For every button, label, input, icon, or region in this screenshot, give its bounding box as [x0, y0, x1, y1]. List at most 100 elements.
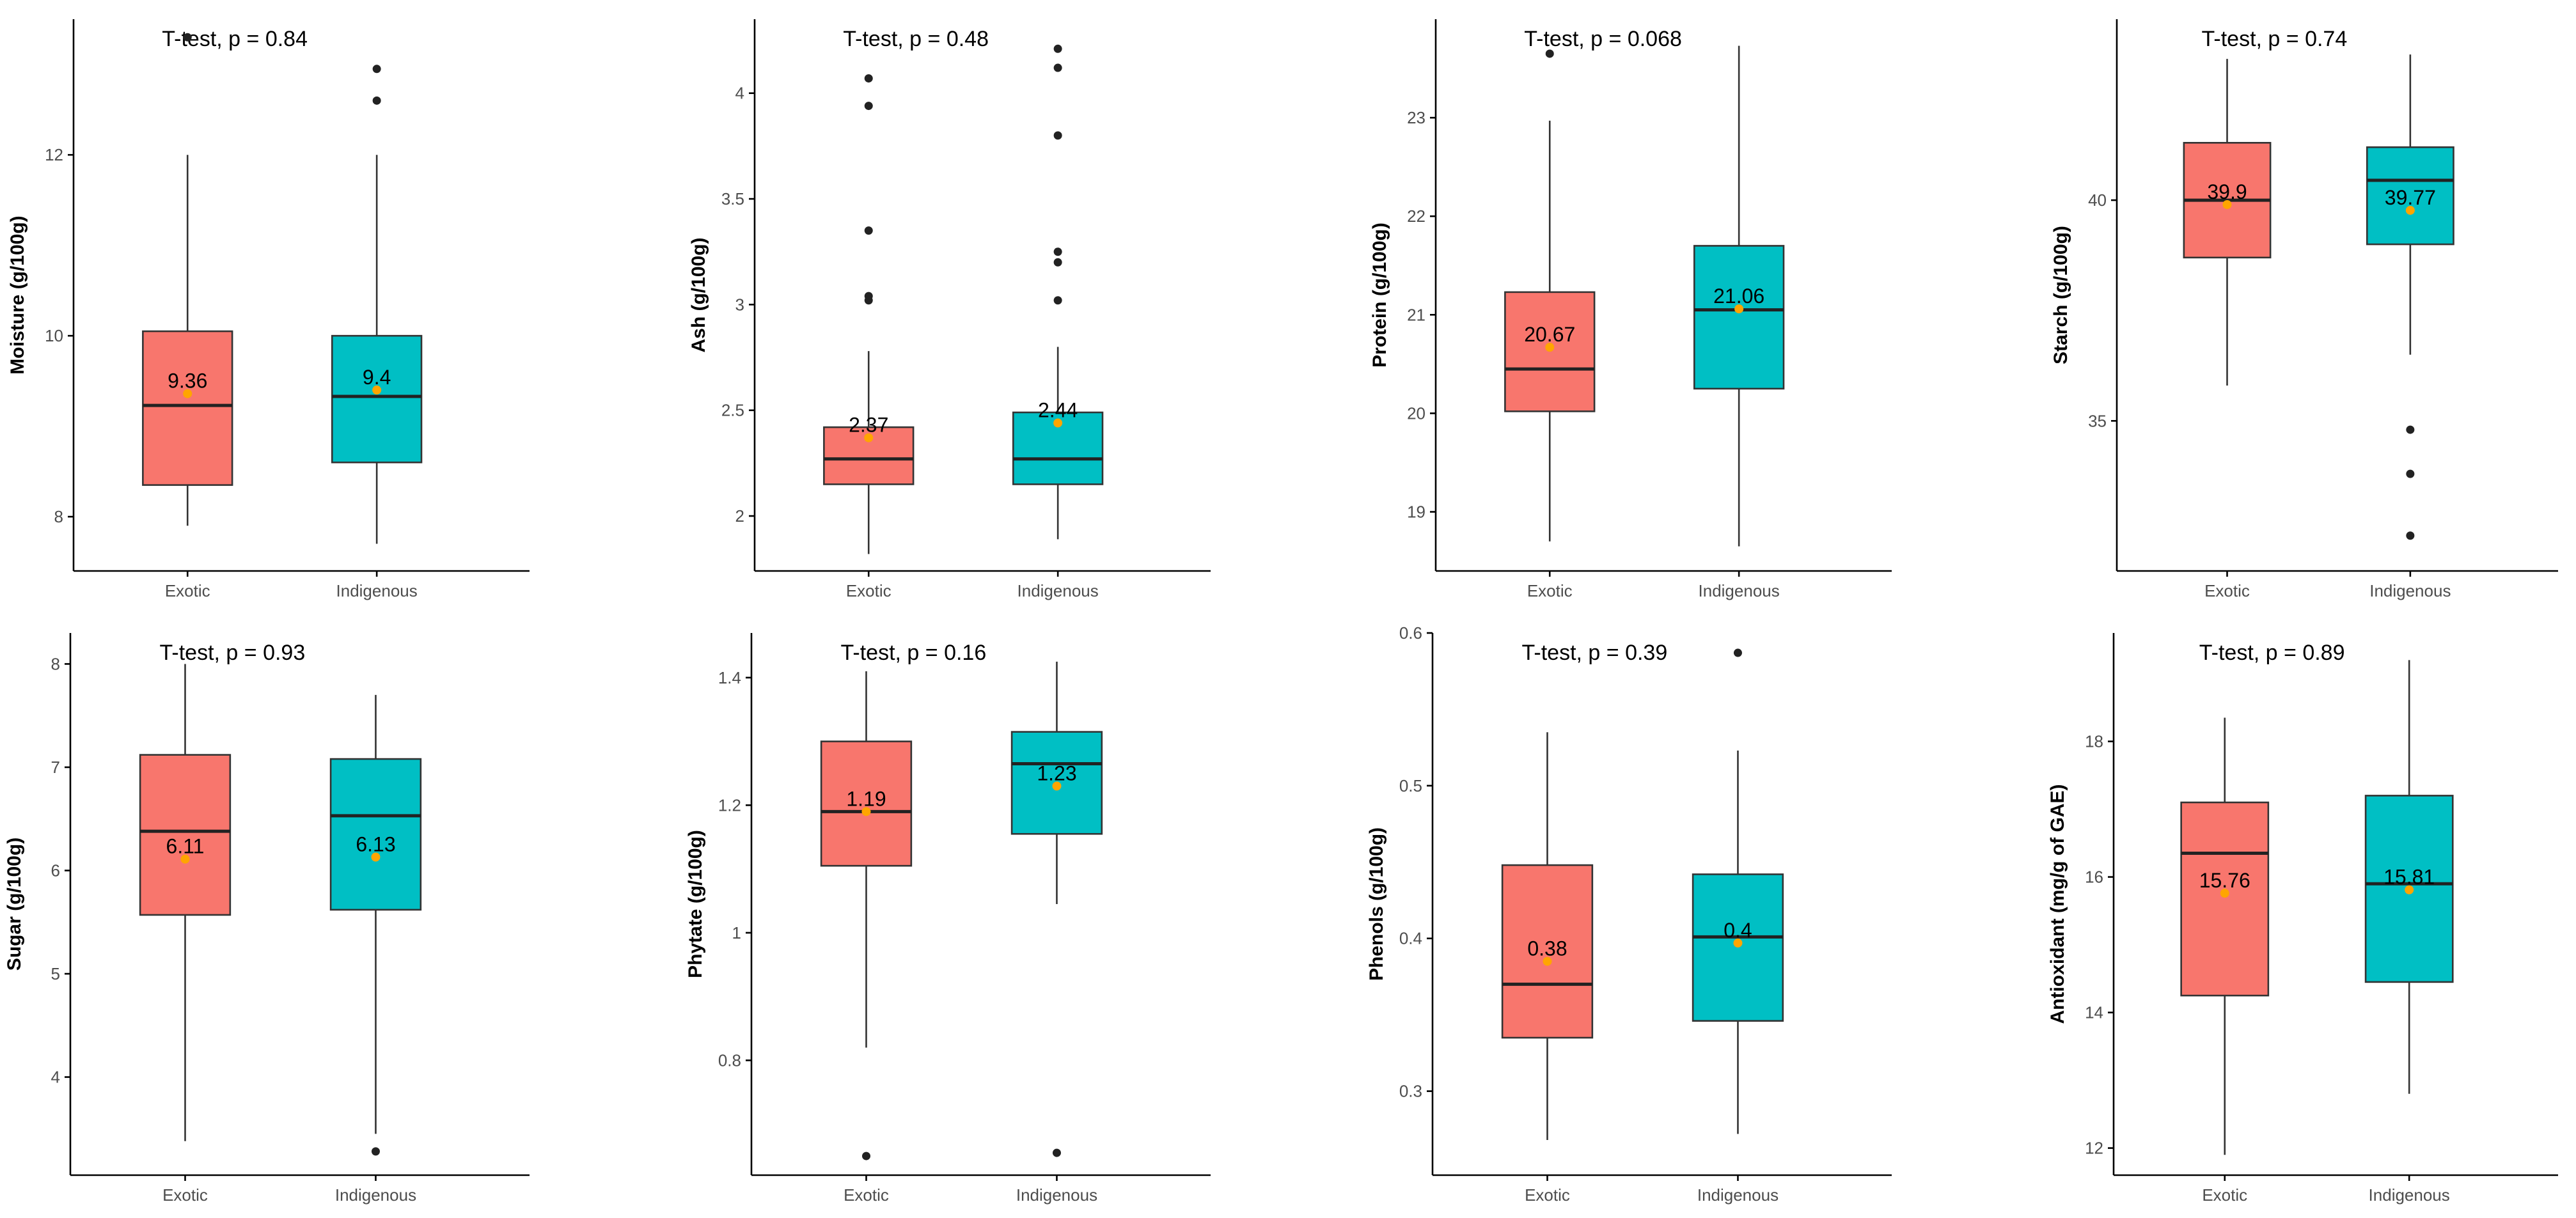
indigenous-outlier-point — [1053, 258, 1062, 267]
y-tick-label: 3 — [735, 295, 744, 314]
indigenous-outlier-point — [371, 1147, 380, 1156]
indigenous-box — [1692, 873, 1784, 1022]
y-tick-label: 7 — [51, 758, 60, 777]
ttest-annotation: T-test, p = 0.16 — [841, 641, 987, 665]
y-tick-label: 5 — [51, 964, 60, 983]
exotic-outlier-point — [864, 102, 873, 111]
exotic-mean-label: 20.67 — [1524, 323, 1575, 346]
ttest-annotation: T-test, p = 0.89 — [2199, 641, 2345, 665]
indigenous-outlier-point — [372, 96, 381, 105]
y-tick-label: 19 — [1407, 503, 1425, 522]
x-tick-label: Indigenous — [335, 1185, 416, 1205]
exotic-box — [139, 754, 232, 916]
indigenous-mean-label: 6.13 — [356, 833, 395, 856]
y-tick-label: 14 — [2085, 1003, 2103, 1022]
indigenous-mean-point — [1734, 304, 1744, 314]
exotic-outlier-point — [864, 226, 873, 235]
exotic-box — [1501, 864, 1594, 1039]
y-tick-label: 6 — [51, 861, 60, 880]
indigenous-outlier-point — [1053, 63, 1062, 72]
x-tick-label: Indigenous — [2369, 581, 2451, 600]
exotic-box — [142, 330, 233, 486]
y-tick-label: 10 — [45, 326, 63, 345]
y-axis-label: Sugar (g/100g) — [4, 838, 25, 971]
panel-phenols: 0.3 0.4 0.5 0.6 Phenols (g/100g) T-test, p = … — [1366, 623, 1892, 1205]
exotic-mean-point — [2222, 199, 2232, 209]
y-tick-label: 40 — [2088, 191, 2107, 210]
y-axis-label: Phenols (g/100g) — [1366, 827, 1387, 981]
panel-starch: 35 40 Starch (g/100g) T-test, p = 0.74 39.9 E… — [2050, 19, 2558, 600]
exotic-mean-point — [864, 433, 874, 442]
y-tick-label: 1 — [732, 923, 741, 942]
indigenous-outlier-point — [1053, 44, 1062, 53]
indigenous-mean-label: 2.44 — [1038, 399, 1078, 422]
y-tick-label: 0.3 — [1399, 1082, 1422, 1101]
y-tick-label: 18 — [2085, 732, 2103, 751]
y-tick-label: 20 — [1407, 403, 1425, 423]
indigenous-mean-point — [372, 386, 382, 395]
indigenous-mean-point — [2405, 205, 2415, 215]
x-tick-label: Indigenous — [1697, 1185, 1779, 1205]
indigenous-outlier-point — [1053, 131, 1062, 140]
indigenous-outlier-point — [1733, 648, 1742, 657]
indigenous-mean-label: 0.4 — [1724, 919, 1752, 942]
panel-antioxidant: 12 14 16 18 Antioxidant (mg/g of GAE) T-test,… — [2047, 633, 2558, 1205]
exotic-box — [820, 740, 913, 867]
indigenous-mean-point — [371, 852, 381, 862]
indigenous-box — [331, 334, 423, 464]
y-tick-label: 12 — [2085, 1139, 2103, 1158]
x-tick-label: Exotic — [162, 1185, 208, 1205]
exotic-outlier-point — [864, 74, 873, 83]
y-tick-label: 23 — [1407, 108, 1425, 127]
exotic-mean-point — [861, 807, 871, 816]
ttest-annotation: T-test, p = 0.48 — [843, 27, 989, 51]
exotic-mean-point — [1543, 956, 1552, 966]
indigenous-mean-point — [2405, 885, 2414, 894]
y-tick-label: 2.5 — [721, 401, 744, 420]
y-tick-label: 8 — [51, 654, 60, 673]
y-tick-label: 1.4 — [718, 668, 741, 687]
y-tick-label: 0.4 — [1399, 929, 1422, 948]
indigenous-mean-point — [1052, 781, 1062, 791]
exotic-mean-point — [1545, 343, 1555, 352]
x-tick-label: Exotic — [2202, 1185, 2247, 1205]
indigenous-mean-point — [1053, 418, 1063, 428]
ttest-annotation: T-test, p = 0.068 — [1524, 27, 1682, 51]
y-tick-label: 0.6 — [1399, 623, 1422, 643]
indigenous-outlier-point — [2406, 531, 2415, 540]
ttest-annotation: T-test, p = 0.74 — [2202, 27, 2348, 51]
indigenous-mean-label: 1.23 — [1037, 761, 1076, 785]
y-tick-label: 16 — [2085, 868, 2103, 887]
indigenous-outlier-point — [2406, 425, 2415, 434]
indigenous-mean-label: 9.4 — [363, 366, 391, 389]
indigenous-box — [2366, 146, 2454, 246]
exotic-mean-point — [180, 854, 190, 864]
panel-phytate: 0.8 1 1.2 1.4 Phytate (g/100g) T-test, p = 0.… — [685, 633, 1211, 1205]
y-tick-label: 22 — [1407, 207, 1425, 226]
x-tick-label: Exotic — [1525, 1185, 1570, 1205]
y-tick-label: 35 — [2088, 411, 2107, 430]
indigenous-outlier-point — [1052, 1148, 1061, 1157]
x-tick-label: Indigenous — [2369, 1185, 2450, 1205]
ttest-annotation: T-test, p = 0.39 — [1522, 641, 1668, 665]
y-tick-label: 1.2 — [718, 795, 741, 815]
exotic-outlier-point — [864, 292, 873, 301]
indigenous-mean-label: 21.06 — [1713, 285, 1764, 308]
exotic-outlier-point — [862, 1152, 870, 1160]
x-tick-label: Exotic — [1527, 581, 1573, 600]
exotic-outlier-point — [183, 33, 192, 42]
x-tick-label: Exotic — [844, 1185, 889, 1205]
ttest-annotation: T-test, p = 0.93 — [160, 641, 306, 665]
exotic-mean-label: 6.11 — [166, 835, 205, 858]
exotic-mean-label: 15.76 — [2199, 869, 2250, 892]
indigenous-mean-point — [1733, 938, 1743, 948]
y-tick-label: 3.5 — [721, 189, 744, 208]
exotic-mean-label: 39.9 — [2207, 180, 2247, 203]
x-tick-label: Exotic — [165, 581, 210, 600]
x-tick-label: Exotic — [2204, 581, 2250, 600]
indigenous-box — [329, 758, 422, 911]
y-axis-label: Moisture (g/100g) — [7, 215, 28, 374]
y-tick-label: 0.8 — [718, 1050, 741, 1070]
y-tick-label: 21 — [1407, 305, 1425, 324]
